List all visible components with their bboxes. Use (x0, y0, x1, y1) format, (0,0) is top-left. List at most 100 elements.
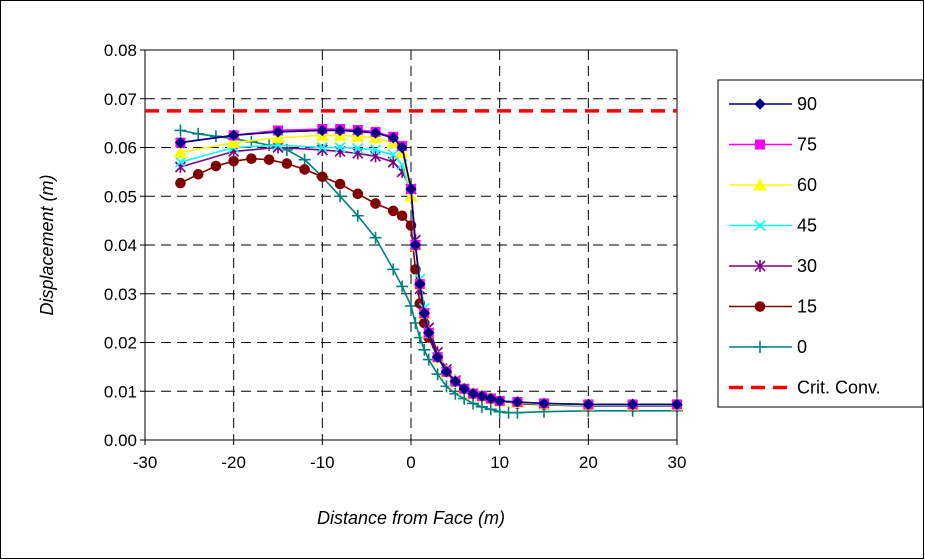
data-point (174, 136, 187, 149)
y-tick-label: 0.03 (104, 285, 137, 304)
data-point (485, 392, 497, 405)
x-tick-label: -30 (133, 453, 158, 472)
data-point (334, 124, 346, 137)
series-90 (174, 124, 683, 411)
data-point (334, 178, 346, 190)
y-axis-label: Displacement (m) (37, 174, 57, 315)
data-point (387, 263, 400, 276)
data-point (414, 278, 426, 290)
data-point (175, 177, 186, 189)
data-point (334, 141, 346, 154)
legend-item: 75 (729, 135, 817, 155)
data-point (458, 383, 470, 395)
legend-marker (754, 219, 766, 232)
x-axis-label: Distance from Face (m) (317, 508, 505, 528)
legend-box (717, 79, 924, 408)
data-point (396, 280, 409, 293)
data-point (409, 239, 422, 251)
y-tick-label: 0.07 (104, 90, 137, 109)
data-series (145, 109, 684, 419)
data-point (493, 405, 506, 418)
data-point (334, 190, 347, 203)
data-point (298, 153, 311, 166)
data-point (538, 397, 550, 410)
data-point (370, 198, 381, 209)
data-point (192, 169, 204, 180)
data-point (671, 398, 683, 411)
data-point (352, 125, 364, 138)
data-point (484, 403, 497, 416)
legend-marker (754, 98, 766, 110)
data-point (272, 141, 284, 154)
data-point (449, 375, 462, 388)
data-point (174, 156, 187, 168)
data-point (467, 387, 479, 400)
data-point (352, 188, 364, 200)
data-point (263, 154, 275, 165)
x-tick-label: 20 (579, 453, 598, 472)
data-point (396, 141, 408, 154)
data-point (299, 164, 310, 175)
data-point (228, 155, 239, 167)
data-point (418, 307, 431, 319)
legend-marker (754, 341, 766, 353)
data-point (281, 158, 293, 169)
data-point (227, 129, 240, 142)
x-tick-label: -10 (310, 453, 335, 472)
legend-label: 90 (797, 94, 817, 114)
data-point (369, 231, 382, 244)
legend-item: 60 (729, 175, 817, 195)
data-point (396, 210, 408, 222)
data-point (192, 127, 205, 140)
data-point (582, 398, 595, 411)
data-point (173, 145, 188, 158)
legend-label: 75 (797, 135, 817, 155)
data-point (210, 160, 222, 172)
y-tick-label: 0.06 (104, 139, 137, 158)
data-point (387, 132, 399, 144)
data-point (440, 366, 453, 378)
legend: 90 75 60 45 30 15 0 Crit. Conv. (729, 94, 881, 398)
data-point (174, 124, 187, 137)
legend-label: 30 (797, 256, 817, 276)
y-tick-label: 0.02 (104, 334, 137, 353)
y-tick-label: 0.00 (104, 431, 137, 450)
data-point (511, 396, 524, 408)
data-point (316, 124, 329, 137)
legend-label: 0 (797, 337, 807, 357)
data-point (626, 398, 639, 411)
legend-marker (755, 139, 765, 150)
legend-item: 45 (729, 216, 817, 236)
data-point (226, 135, 241, 149)
data-point (272, 126, 284, 138)
legend-marker (754, 260, 766, 272)
y-tick-label: 0.05 (104, 187, 137, 206)
data-point (369, 144, 382, 156)
data-point (317, 171, 328, 183)
legend-label: Crit. Conv. (797, 378, 881, 398)
legend-item: 30 (729, 256, 817, 276)
data-point (418, 343, 431, 356)
data-point (405, 183, 417, 195)
axis-ticks: 0.00 0.01 0.02 0.03 0.04 0.05 0.06 0.07 0.08 -30 -… (104, 41, 687, 472)
data-point (493, 395, 506, 407)
legend-label: 15 (797, 297, 817, 317)
legend-marker (754, 301, 766, 312)
data-point (423, 327, 435, 339)
x-tick-label: 10 (490, 453, 509, 472)
legend-item: Crit. Conv. (729, 378, 881, 398)
data-point (352, 142, 364, 155)
data-point (246, 153, 257, 165)
grid (145, 50, 677, 440)
y-tick-label: 0.04 (104, 236, 137, 255)
legend-item: 15 (729, 297, 817, 317)
data-point (316, 141, 328, 154)
x-tick-label: -20 (221, 453, 246, 472)
legend-label: 60 (797, 175, 817, 195)
data-point (475, 400, 488, 413)
data-point (209, 130, 222, 143)
data-point (351, 209, 364, 222)
y-tick-label: 0.01 (104, 382, 137, 401)
legend-label: 45 (797, 216, 817, 236)
